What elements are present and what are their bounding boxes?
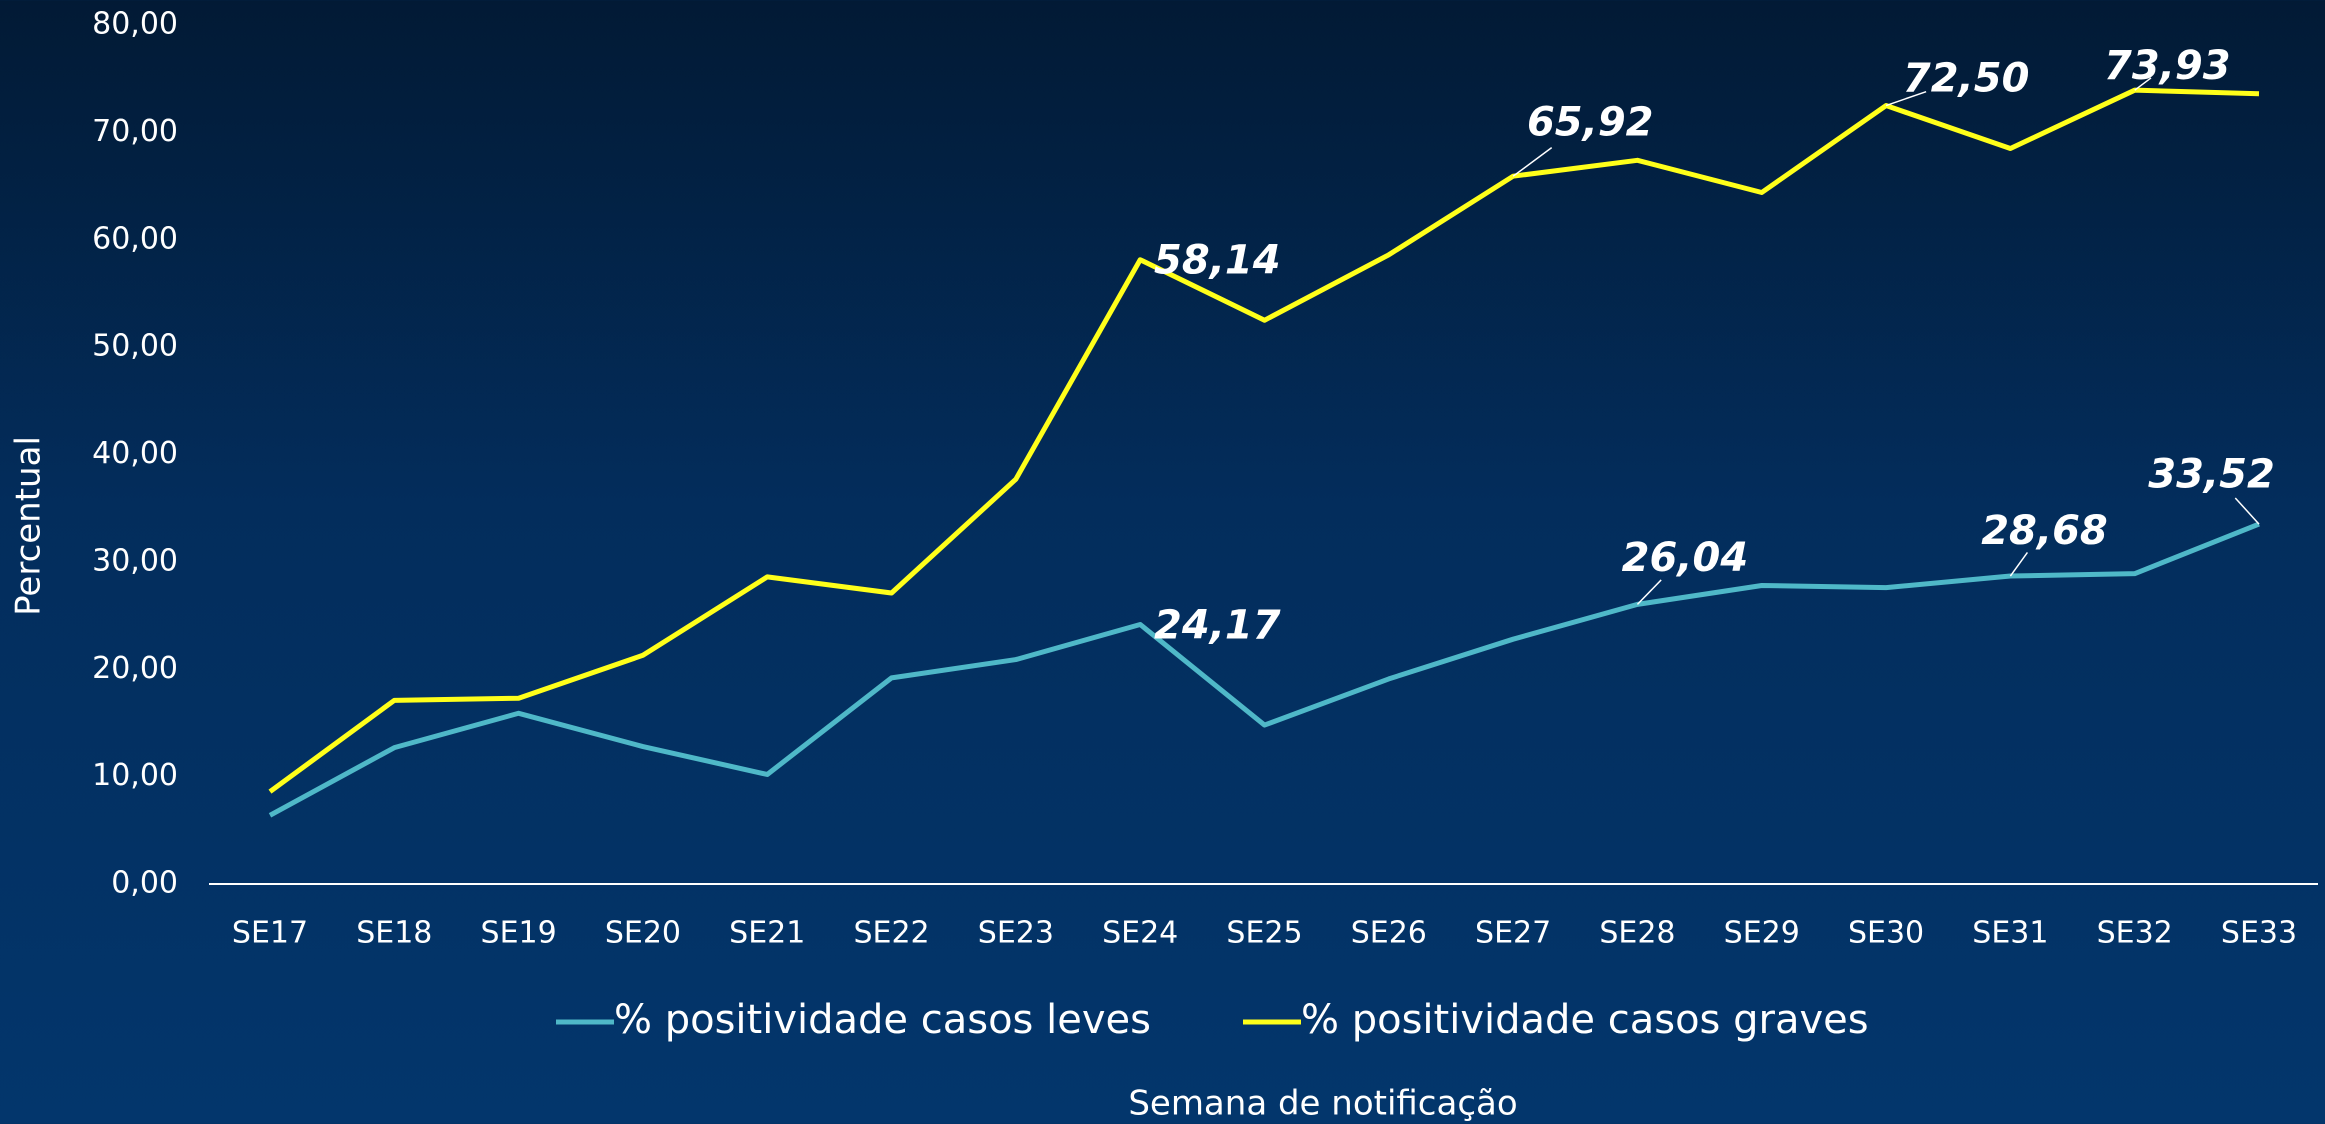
x-tick-label: SE20: [605, 916, 681, 951]
leader-line: [1885, 90, 1927, 107]
x-tick-label: SE21: [729, 916, 805, 951]
x-tick-label: SE30: [1848, 916, 1924, 951]
x-tick-label: SE26: [1351, 916, 1427, 951]
y-tick-label: 30,00: [92, 543, 178, 578]
y-axis-title: Percentual: [9, 436, 49, 616]
data-label: 72,50: [1903, 55, 2030, 101]
leader-line: [1636, 579, 1662, 605]
data-label: 26,04: [1622, 535, 1749, 581]
x-tick-label: SE17: [232, 916, 308, 951]
series-line: [268, 521, 2260, 818]
x-tick-label: SE29: [1724, 916, 1800, 951]
x-tick-label: SE24: [1102, 916, 1178, 951]
x-tick-label: SE18: [356, 916, 432, 951]
leader-line: [1512, 147, 1553, 177]
y-tick-label: 40,00: [92, 436, 178, 471]
y-tick-label: 50,00: [92, 329, 178, 364]
x-tick-label: SE27: [1475, 916, 1551, 951]
x-tick-label: SE28: [1599, 916, 1675, 951]
legend-label: % positividade casos leves: [614, 997, 1151, 1043]
y-tick-label: 20,00: [92, 651, 178, 686]
x-tick-label: SE22: [853, 916, 929, 951]
x-tick-label: SE19: [481, 916, 557, 951]
y-tick-label: 0,00: [111, 866, 178, 901]
leader-line: [2009, 551, 2029, 577]
y-tick-label: 10,00: [92, 758, 178, 793]
x-tick-label: SE23: [978, 916, 1054, 951]
data-label: 33,52: [2148, 452, 2275, 498]
leader-line: [2134, 77, 2152, 91]
x-tick-label: SE33: [2221, 916, 2297, 951]
x-tick-label: SE31: [1972, 916, 2048, 951]
data-label: 65,92: [1527, 99, 1654, 145]
data-label: 28,68: [1981, 508, 2108, 554]
x-axis-title: Semana de notificação: [1128, 1084, 1517, 1124]
data-label: 58,14: [1154, 238, 1281, 284]
leader-line: [2234, 497, 2260, 525]
y-tick-label: 70,00: [92, 114, 178, 149]
series-line: [268, 87, 2260, 794]
data-label: 24,17: [1154, 602, 1281, 648]
y-tick-label: 60,00: [92, 221, 178, 256]
x-tick-label: SE25: [1226, 916, 1302, 951]
y-tick-label: 80,00: [92, 7, 178, 42]
x-tick-label: SE32: [2097, 916, 2173, 951]
data-label: 73,93: [2104, 43, 2231, 89]
legend-label: % positividade casos graves: [1301, 997, 1869, 1043]
